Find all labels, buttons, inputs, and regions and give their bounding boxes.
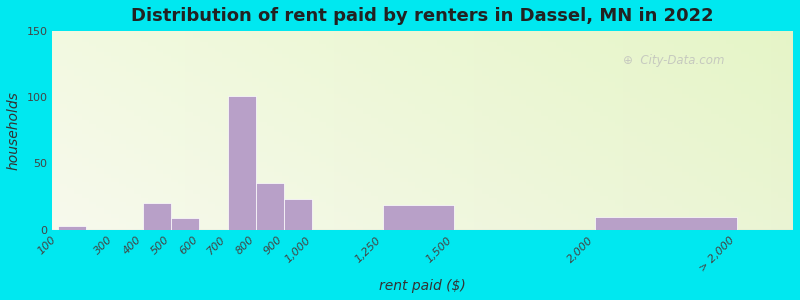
Text: ⊕  City-Data.com: ⊕ City-Data.com — [622, 54, 724, 67]
Bar — [284, 199, 313, 230]
Bar — [256, 183, 284, 230]
Bar — [383, 205, 454, 230]
Bar — [171, 218, 199, 230]
Bar — [143, 203, 171, 230]
Title: Distribution of rent paid by renters in Dassel, MN in 2022: Distribution of rent paid by renters in … — [131, 7, 714, 25]
Y-axis label: households: households — [7, 91, 21, 170]
Bar — [228, 96, 256, 230]
Bar — [595, 217, 737, 230]
Bar — [58, 226, 86, 230]
X-axis label: rent paid ($): rent paid ($) — [379, 279, 466, 293]
